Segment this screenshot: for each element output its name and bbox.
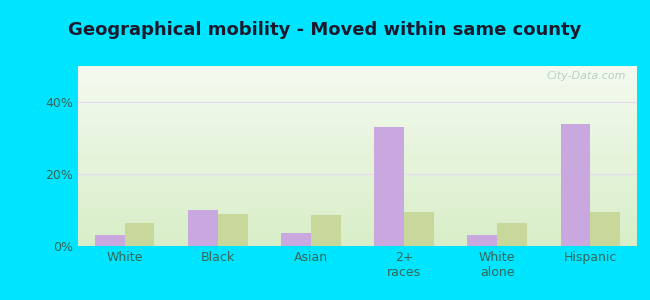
Bar	[125, 223, 155, 246]
Bar	[404, 212, 434, 246]
Text: Geographical mobility - Moved within same county: Geographical mobility - Moved within sam…	[68, 21, 582, 39]
Bar	[590, 212, 620, 246]
Bar	[467, 235, 497, 246]
Bar	[497, 223, 527, 246]
Bar	[281, 233, 311, 246]
Text: City-Data.com: City-Data.com	[546, 71, 626, 81]
Bar	[218, 214, 248, 246]
Bar	[188, 210, 218, 246]
Bar	[311, 215, 341, 246]
Bar	[560, 124, 590, 246]
Bar	[374, 127, 404, 246]
Bar	[95, 235, 125, 246]
